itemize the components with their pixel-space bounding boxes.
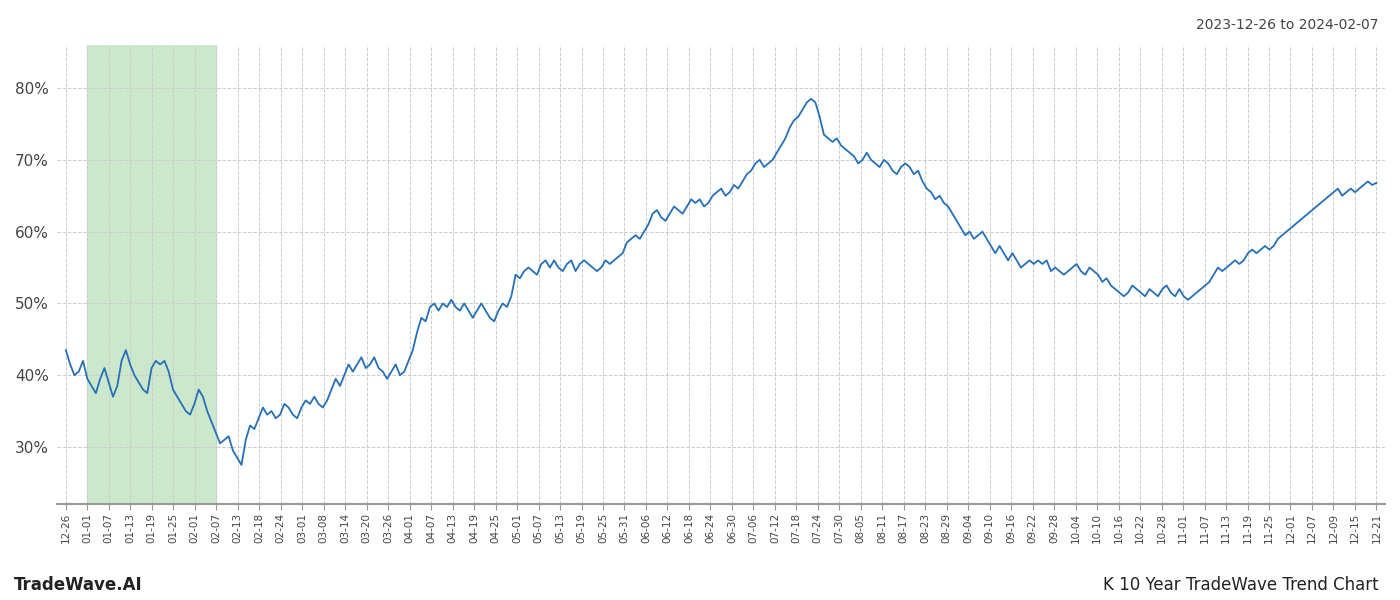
Bar [87,45,216,505]
Text: K 10 Year TradeWave Trend Chart: K 10 Year TradeWave Trend Chart [1103,576,1379,594]
Text: 2023-12-26 to 2024-02-07: 2023-12-26 to 2024-02-07 [1197,18,1379,32]
Text: TradeWave.AI: TradeWave.AI [14,576,143,594]
